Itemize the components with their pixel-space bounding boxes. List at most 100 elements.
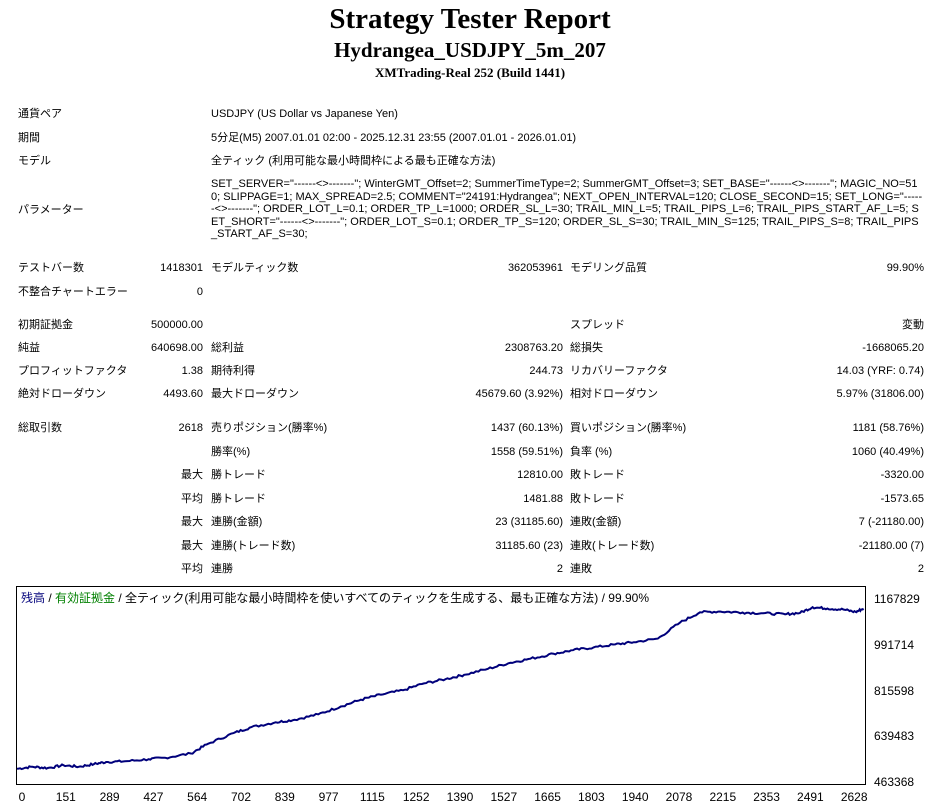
x-tick-label: 427 [143,790,164,804]
expected-value: 244.73 [529,365,563,377]
y-tick-label: 1167829 [874,592,920,606]
y-tick-label: 991714 [874,637,915,652]
period-label: 期間 [18,132,40,144]
x-tick-label: 2078 [665,790,693,804]
short-value: 1437 (60.13%) [490,422,563,434]
max-dd-label: 最大ドローダウン [211,388,299,400]
chart-legend: 残高 / 有効証拠金 / 全ティック(利用可能な最小時間枠を使いすべてのティック… [21,591,649,605]
rel-dd-value: 5.97% (31806.00) [836,388,924,400]
x-tick-label: 1803 [578,790,605,804]
gross-loss-value: -1668065.20 [862,342,924,354]
largest-win-value: 12810.00 [517,469,563,481]
gross-profit-value: 2308763.20 [504,342,563,354]
mismatch-label: 不整合チャートエラー [18,286,128,298]
ticks-label: モデルティック数 [211,262,299,274]
x-tick-label: 151 [55,790,76,804]
max-dd-value: 45679.60 (3.92%) [475,388,563,400]
params-label: パラメーター [18,204,84,216]
spread-value: 変動 [902,319,924,331]
avg-word: 平均 [181,563,203,575]
x-tick-label: 1940 [621,790,649,804]
largest-loss-value: -3320.00 [880,469,924,481]
avg-consec-losses-label: 連敗 [570,563,592,575]
avg-word: 平均 [181,493,203,505]
recovery-value: 14.03 (YRF: 0.74) [836,365,924,377]
mismatch-value: 0 [196,286,203,298]
params-value: SET_SERVER="------<>-------"; WinterGMT_… [211,178,923,240]
x-tick-label: 702 [230,790,252,804]
y-tick-label: 463368 [874,775,915,789]
max-consec-losses-trades-label: 連敗(トレード数) [570,540,655,552]
avg-loss-value: -1573.65 [880,493,924,505]
expected-label: 期待利得 [211,365,255,377]
max-consec-wins-trades-label: 連勝(トレード数) [211,540,296,552]
balance-chart: 残高 / 有効証拠金 / 全ティック(利用可能な最小時間枠を使いすべてのティック… [16,586,866,785]
legend-description: / 全ティック(利用可能な最小時間枠を使いすべてのティックを生成する、最も正確な… [115,591,649,605]
x-tick-label: 1527 [490,790,518,804]
recovery-label: リカバリーファクタ [570,365,668,377]
legend-balance: 残高 [21,591,46,605]
avg-loss-label: 敗トレード [570,493,625,505]
max-word: 最大 [181,516,203,528]
max-consec-losses-money-label: 連敗(金額) [570,516,622,528]
model-label: モデル [18,155,51,167]
ticks-value: 362053961 [507,262,563,274]
x-tick-label: 1115 [359,790,385,804]
x-tick-label: 977 [318,790,339,804]
deposit-label: 初期証拠金 [18,319,73,331]
total-trades-value: 2618 [178,422,203,434]
legend-equity: 有効証拠金 [55,591,116,605]
total-trades-label: 総取引数 [18,422,62,434]
server-info: XMTrading-Real 252 (Build 1441) [374,65,566,80]
x-tick-label: 2491 [797,790,824,804]
x-tick-label: 289 [99,790,120,804]
max-consec-wins-trades-value: 31185.60 (23) [495,540,563,552]
avg-consec-losses-value: 2 [917,563,924,575]
long-value: 1181 (58.76%) [852,422,924,434]
deposit-value: 500000.00 [151,319,203,331]
quality-label: モデリング品質 [570,262,647,274]
y-tick-label: 639483 [874,729,915,744]
long-label: 買いポジション(勝率%) [570,422,687,434]
bars-value: 1418301 [160,262,203,274]
legend-separator: / [45,591,56,605]
balance-line [17,605,865,771]
quality-value: 99.90% [886,262,924,274]
y-tick-label: 815598 [874,683,915,698]
x-tick-label: 2353 [753,790,780,804]
gross-profit-label: 総利益 [211,342,244,354]
x-tick-label: 839 [274,790,295,804]
abs-dd-value: 4493.60 [163,388,203,400]
max-consec-losses-trades-value: -21180.00 (7) [858,540,924,552]
pair-value: USDJPY (US Dollar vs Japanese Yen) [211,108,398,120]
x-tick-label: 1390 [446,790,474,804]
bars-label: テストバー数 [18,262,84,274]
period-value: 5分足(M5) 2007.01.01 02:00 - 2025.12.31 23… [211,132,577,144]
avg-consec-wins-label: 連勝 [211,563,233,575]
x-tick-label: 2628 [840,790,868,804]
avg-consec-wins-value: 2 [556,563,563,575]
abs-dd-label: 絶対ドローダウン [18,388,106,400]
report-subtitle: Hydrangea_USDJPY_5m_207 [334,38,606,62]
x-tick-label: 0 [18,790,26,804]
net-value: 640698.00 [151,342,203,354]
avg-win-value: 1481.88 [523,493,563,505]
max-consec-losses-money-value: 7 (-21180.00) [858,516,924,528]
rel-dd-label: 相対ドローダウン [570,388,658,400]
largest-loss-label: 敗トレード [570,469,625,481]
avg-win-label: 勝トレード [211,493,266,505]
model-value: 全ティック (利用可能な最小時間枠による最も正確な方法) [211,155,496,167]
gross-loss-label: 総損失 [570,342,603,354]
x-tick-label: 1252 [402,790,430,804]
largest-win-label: 勝トレード [211,469,266,481]
pf-label: プロフィットファクタ [18,365,128,377]
lossrate-value: 1060 (40.49%) [851,446,924,458]
pair-label: 通貨ペア [18,108,62,120]
net-label: 純益 [18,342,40,354]
report-title: Strategy Tester Report [329,3,611,35]
balance-chart-svg [17,605,865,771]
winrate-label: 勝率(%) [211,446,251,458]
spread-label: スプレッド [570,319,625,331]
x-tick-label: 1665 [534,790,561,804]
pf-value: 1.38 [181,365,203,377]
